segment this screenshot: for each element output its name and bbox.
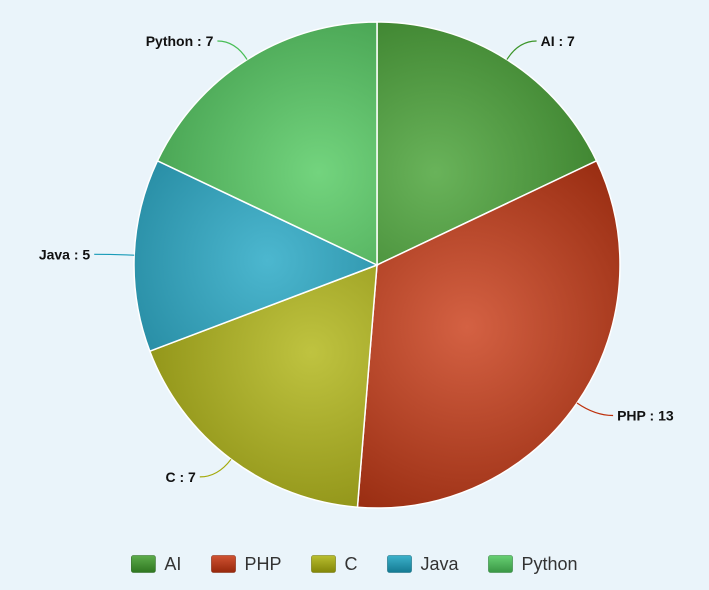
pie-slice-python bbox=[156, 21, 378, 267]
slice-labels-layer: AI : 7 PHP : 13 C : 7 Java : 5 Python : 7 bbox=[39, 33, 674, 485]
slice-label-python: Python : 7 bbox=[146, 33, 214, 49]
legend-label-c: C bbox=[345, 554, 358, 574]
slice-label-ai: AI : 7 bbox=[541, 33, 575, 49]
leader-line-python bbox=[217, 40, 248, 60]
slice-label-c: C : 7 bbox=[165, 469, 196, 485]
legend-swatch-python bbox=[488, 555, 513, 573]
legend: AI PHP C Java Python bbox=[131, 554, 578, 574]
legend-swatch-ai bbox=[131, 555, 156, 573]
slice-label-php: PHP : 13 bbox=[617, 408, 674, 424]
legend-swatch-c bbox=[311, 555, 336, 573]
legend-label-php: PHP bbox=[245, 554, 282, 574]
pie-slice-c bbox=[148, 263, 378, 509]
leader-line-c bbox=[199, 458, 232, 478]
leader-line-java bbox=[94, 253, 135, 256]
legend-label-ai: AI bbox=[164, 554, 181, 574]
legend-swatch-java bbox=[387, 555, 412, 573]
slices-layer bbox=[133, 21, 621, 509]
leader-line-ai bbox=[506, 40, 537, 60]
leader-lines-layer bbox=[94, 40, 614, 478]
legend-swatch-php bbox=[211, 555, 236, 573]
slice-label-java: Java : 5 bbox=[39, 246, 91, 262]
legend-label-python: Python bbox=[522, 554, 578, 574]
legend-label-java: Java bbox=[421, 554, 460, 574]
leader-line-php bbox=[576, 402, 614, 417]
pie-slice-ai bbox=[376, 21, 598, 267]
